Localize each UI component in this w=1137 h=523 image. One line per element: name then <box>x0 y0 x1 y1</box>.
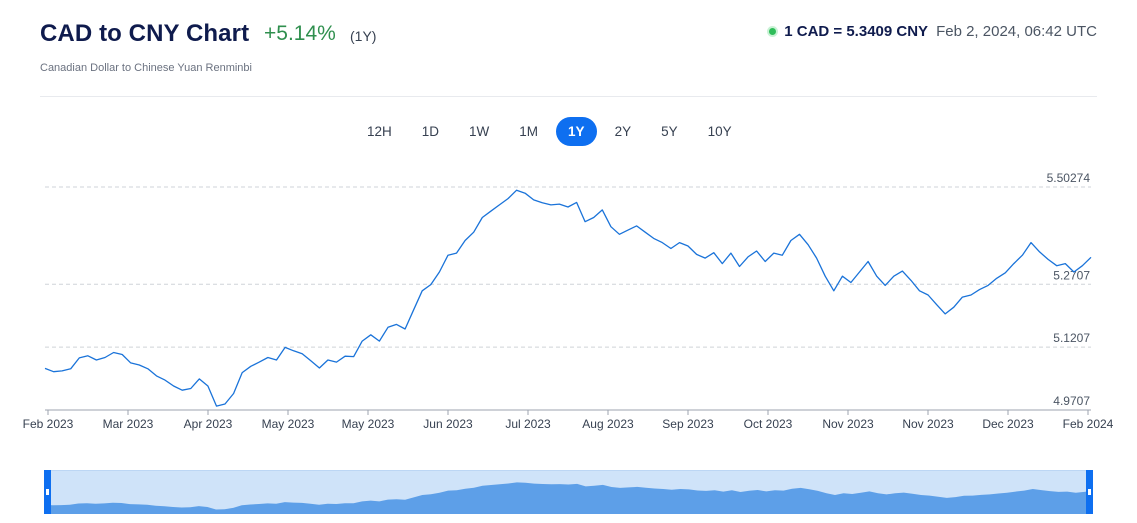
rate-timestamp: Feb 2, 2024, 06:42 UTC <box>936 23 1097 40</box>
live-rate: 1 CAD = 5.3409 CNY Feb 2, 2024, 06:42 UT… <box>769 23 1097 40</box>
change-percent: +5.14% <box>264 22 336 45</box>
tab-2y[interactable]: 2Y <box>614 124 632 139</box>
navigator-area <box>44 482 1093 514</box>
tab-1y[interactable]: 1Y <box>556 117 597 146</box>
x-tick-label: Jul 2023 <box>505 417 551 431</box>
x-tick-label: Apr 2023 <box>184 417 233 431</box>
y-tick-label: 4.9707 <box>1053 394 1090 408</box>
x-tick-label: Oct 2023 <box>744 417 793 431</box>
y-tick-label: 5.1207 <box>1053 331 1090 345</box>
handle-grip-icon <box>46 489 49 495</box>
live-status-dot-icon <box>769 28 777 35</box>
tab-1w[interactable]: 1W <box>469 124 490 139</box>
x-tick-label: May 2023 <box>262 417 315 431</box>
y-tick-label: 5.50274 <box>1047 171 1091 185</box>
x-tick-label: May 2023 <box>342 417 395 431</box>
x-tick-label: Jun 2023 <box>423 417 473 431</box>
line-chart[interactable]: 5.50274 5.2707 5.1207 4.9707 Feb 2023 Mar 202… <box>0 160 1137 440</box>
chart-header: CAD to CNY Chart +5.14% (1Y) Canadian Do… <box>40 18 1097 88</box>
rate-series-line <box>44 189 1092 407</box>
tab-1m[interactable]: 1M <box>519 124 539 139</box>
range-navigator[interactable] <box>44 470 1093 514</box>
x-tick-label: Nov 2023 <box>902 417 954 431</box>
header-divider <box>40 96 1097 97</box>
tab-5y[interactable]: 5Y <box>661 124 678 139</box>
x-tick-label: Feb 2024 <box>1063 417 1114 431</box>
rate-value: 1 CAD = 5.3409 CNY <box>784 23 929 40</box>
x-tick-label: Aug 2023 <box>582 417 634 431</box>
x-tick-label: Feb 2023 <box>23 417 74 431</box>
currency-pair-subtitle: Canadian Dollar to Chinese Yuan Renminbi <box>40 62 252 74</box>
x-tick-label: Dec 2023 <box>982 417 1034 431</box>
tab-1d[interactable]: 1D <box>421 124 440 139</box>
handle-grip-icon <box>1088 489 1091 495</box>
x-tick-label: Nov 2023 <box>822 417 874 431</box>
y-tick-label: 5.2707 <box>1053 268 1090 282</box>
timeframe-tabs: 12H 1D 1W 1M 1Y 2Y 5Y 10Y <box>355 117 744 146</box>
x-tick-label: Sep 2023 <box>662 417 714 431</box>
tab-10y[interactable]: 10Y <box>707 124 732 139</box>
change-period: (1Y) <box>350 28 377 44</box>
tab-12h[interactable]: 12H <box>367 124 392 139</box>
page-title: CAD to CNY Chart <box>40 20 250 47</box>
x-tick-label: Mar 2023 <box>103 417 154 431</box>
